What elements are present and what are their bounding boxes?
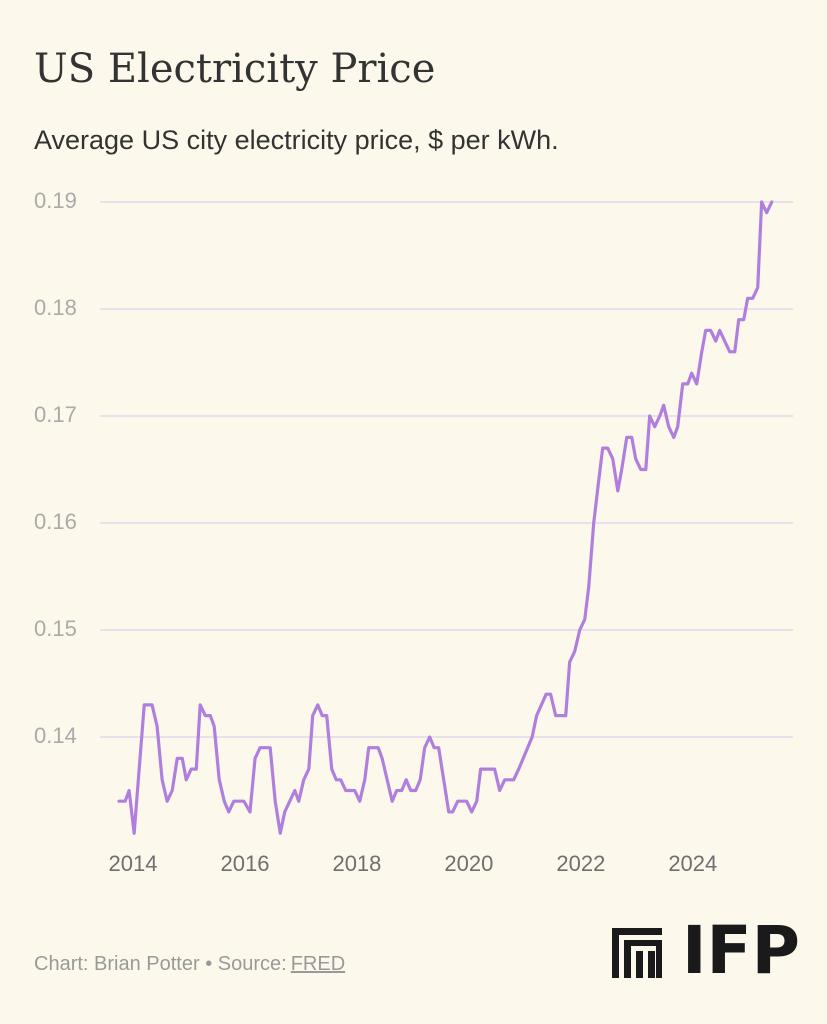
chart-subtitle: Average US city electricity price, $ per…: [34, 125, 559, 155]
x-tick-label: 2022: [556, 851, 605, 876]
y-tick-label: 0.15: [34, 616, 77, 641]
x-tick-label: 2024: [668, 851, 717, 876]
logo-text: IFP: [682, 912, 800, 989]
chart-title: US Electricity Price: [34, 46, 435, 92]
credit: Chart: Brian Potter: [34, 953, 200, 975]
line: [117, 200, 774, 835]
x-tick-label: 2014: [109, 851, 158, 876]
source-link[interactable]: FRED: [291, 953, 345, 975]
footer-credit: Chart: Brian Potter • Source: FRED: [34, 953, 345, 975]
separator: •: [205, 953, 212, 975]
y-tick-label: 0.17: [34, 402, 77, 427]
x-tick-label: 2016: [221, 851, 270, 876]
y-tick-label: 0.14: [34, 723, 77, 748]
logo-icon: [612, 928, 662, 978]
y-tick-label: 0.19: [34, 188, 77, 213]
y-tick-label: 0.18: [34, 295, 77, 320]
source-label: Source:: [218, 953, 287, 975]
y-tick-label: 0.16: [34, 509, 77, 534]
x-tick-label: 2018: [332, 851, 381, 876]
x-tick-label: 2020: [444, 851, 493, 876]
